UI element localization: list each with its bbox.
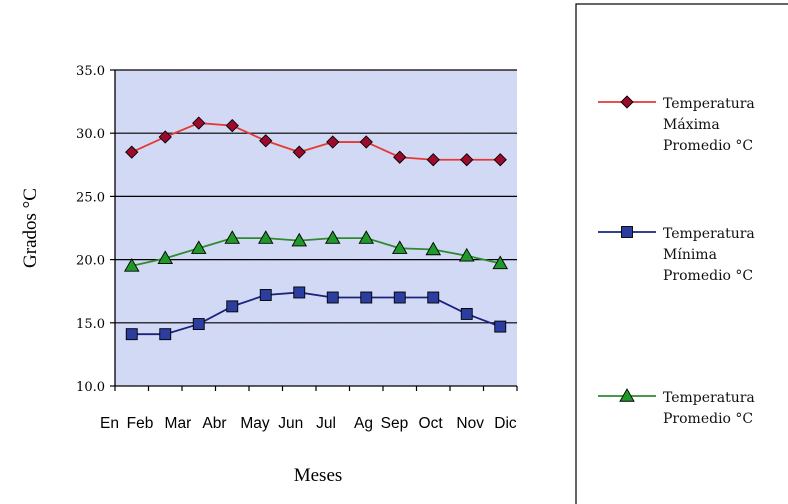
data-point-triangle [324,230,341,244]
data-point-diamond [460,153,474,167]
legend-label: Máxima [663,117,720,133]
y-tick-label: 25.0 [76,190,105,205]
data-point-diamond [326,135,340,149]
data-point-square [460,308,473,320]
x-tick-label: En [100,415,119,432]
legend-label: Promedio °C [663,268,753,284]
data-point-square [393,291,406,304]
data-point-square [326,291,339,304]
data-point-triangle [190,240,207,254]
x-tick-labels: En Feb Mar Abr May Jun Jul Ag Sep Oct Nov Dic [100,415,517,432]
data-point-triangle [157,250,174,265]
data-point-square [259,289,272,301]
y-tick-label: 30.0 [76,127,105,142]
data-point-triangle [425,241,442,256]
legend-label: Promedio °C [663,411,753,427]
data-point-square [293,286,306,299]
legend-label: Temperatura [663,96,755,112]
data-point-diamond [225,118,239,133]
data-point-square [494,320,507,333]
plot-background-texture [115,70,517,386]
legend-label: Temperatura [663,390,755,406]
y-tick-label: 10.0 [76,380,105,395]
legend-entry: Temperatura Mínima Promedio °C [598,226,755,284]
x-axis-title: Meses [294,465,343,486]
x-tick-label: Dic [494,415,517,432]
series-line [131,237,501,267]
data-point-triangle [291,232,308,247]
x-tick-label: Sep [381,415,409,432]
data-point-square [159,328,172,341]
legend: Temperatura Máxima Promedio °C Temperatura M… [575,3,788,504]
data-point-triangle [391,240,408,254]
data-point-diamond [192,116,206,130]
data-point-diamond [292,145,306,159]
data-point-square [226,300,239,313]
data-point-diamond [359,135,373,149]
data-point-triangle [619,388,635,402]
data-point-diamond [426,153,440,167]
x-tick-label: Feb [127,415,154,432]
y-tick-label: 15.0 [76,317,105,332]
x-tick-label: Mar [165,415,192,432]
data-point-triangle [492,255,509,270]
legend-entry: Temperatura Máxima Promedio °C [598,95,755,154]
series-2 [123,230,509,272]
series-group [123,116,509,341]
data-point-diamond [158,130,172,144]
data-point-diamond [493,153,507,167]
x-tick-label: May [240,415,270,432]
plot-area [115,70,517,386]
x-tick-label: Jul [316,415,336,432]
data-point-diamond [393,150,407,164]
series-1 [125,286,507,341]
y-axis-title: Grados °C [20,188,41,268]
legend-entry: Temperatura Promedio °C [598,388,755,427]
x-tick-label: Abr [202,415,226,432]
legend-box [575,3,788,504]
y-tick-label: 35.0 [76,64,105,79]
data-point-diamond [620,95,634,109]
legend-label: Promedio °C [663,138,753,154]
x-tick-label: Nov [456,415,484,432]
y-tick-label: 20.0 [76,254,105,269]
legend-label: Temperatura [663,226,755,242]
data-point-square [360,291,373,304]
data-point-triangle [224,230,241,244]
x-tick-label: Oct [419,415,444,432]
data-point-square [427,291,440,304]
series-0 [125,116,507,167]
data-point-triangle [123,258,140,272]
x-tick-label: Ag [354,415,373,432]
data-point-square [621,226,633,238]
legend-label: Mínima [663,247,717,263]
data-point-square [125,328,138,341]
x-tick-label: Jun [278,415,303,432]
gridlines [115,69,517,324]
x-axis-ticks: En Feb Mar Abr May Jun Jul Ag Sep Oct Nov Dic [100,386,518,432]
data-point-diamond [259,134,273,148]
data-point-square [192,318,205,331]
y-axis-ticks: 10.0 15.0 20.0 25.0 30.0 35.0 [76,64,115,395]
data-point-triangle [257,230,274,244]
data-point-triangle [358,230,375,244]
data-point-triangle [458,247,475,262]
data-point-diamond [125,145,139,159]
